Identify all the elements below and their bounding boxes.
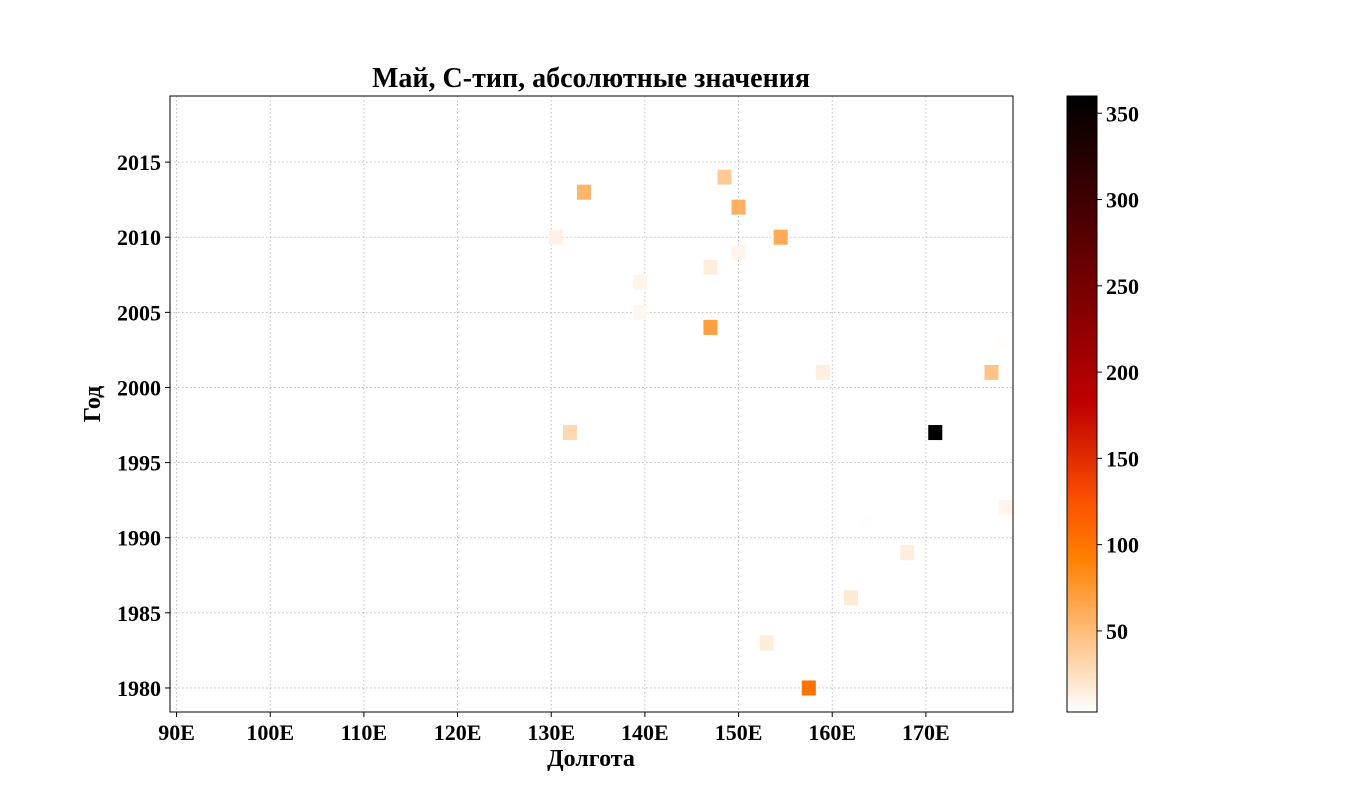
x-tick-label: 140E	[621, 720, 669, 745]
heatmap-cell	[984, 364, 999, 380]
plot-area: 90E 100E 110E 120E 130E 140E 150E 160E 170E 1980 1…	[117, 95, 1014, 745]
colorbar: 50 100 150 200 250 300 350	[1066, 95, 1139, 713]
heatmap-cell	[633, 304, 648, 320]
y-tick-label: 1985	[117, 601, 161, 626]
y-tick-label: 1990	[117, 526, 161, 551]
x-axis-label: Долгота	[547, 746, 635, 772]
heatmap-cell	[731, 199, 746, 215]
heatmap-cell	[548, 229, 563, 245]
y-axis-label: Год	[80, 386, 106, 423]
colorbar-gradient	[1066, 95, 1098, 713]
x-tick-label: 170E	[902, 720, 950, 745]
heatmap-cell	[843, 590, 858, 606]
colorbar-tick-label: 50	[1106, 619, 1128, 644]
y-tick-label: 1980	[117, 676, 161, 701]
heatmap-cell	[562, 425, 577, 441]
heatmap-cell	[998, 500, 1013, 516]
colorbar-tick-label: 200	[1106, 360, 1139, 385]
x-tick-label: 90E	[158, 720, 195, 745]
heatmap-cell	[857, 515, 873, 531]
y-tick-label: 2010	[117, 225, 161, 250]
y-tick-label: 2005	[117, 300, 161, 325]
heatmap-cell	[773, 229, 788, 245]
heatmap-cell	[633, 274, 648, 290]
heatmap-cell	[703, 319, 718, 335]
y-tick-label: 2000	[117, 375, 161, 400]
heatmap-cell	[717, 169, 732, 185]
heatmap-cell	[759, 635, 774, 651]
chart-title: Май, С-тип, абсолютные значения	[372, 63, 810, 94]
x-tick-label: 150E	[715, 720, 763, 745]
x-tick-label: 130E	[527, 720, 575, 745]
heatmap-cell	[576, 184, 592, 200]
heatmap-cell	[900, 545, 915, 561]
heatmap-cell	[731, 244, 746, 260]
x-tick-label: 100E	[246, 720, 294, 745]
heatmap-cell	[993, 334, 1008, 350]
colorbar-tick-label: 100	[1106, 533, 1139, 558]
heatmap-cell	[928, 425, 943, 441]
colorbar-tick-label: 150	[1106, 446, 1139, 471]
colorbar-tick-label: 300	[1106, 188, 1139, 213]
colorbar-tick-label: 250	[1106, 274, 1139, 299]
heatmap-cell	[703, 259, 718, 275]
plot-frame	[169, 95, 1014, 713]
x-tick-label: 110E	[341, 720, 387, 745]
y-tick-label: 1995	[117, 451, 161, 476]
heatmap-cell	[815, 364, 830, 380]
y-tick-label: 2015	[117, 150, 161, 175]
heatmap-cell	[801, 680, 816, 696]
colorbar-tick-label: 350	[1106, 101, 1139, 126]
x-tick-label: 120E	[434, 720, 482, 745]
x-tick-label: 160E	[808, 720, 856, 745]
